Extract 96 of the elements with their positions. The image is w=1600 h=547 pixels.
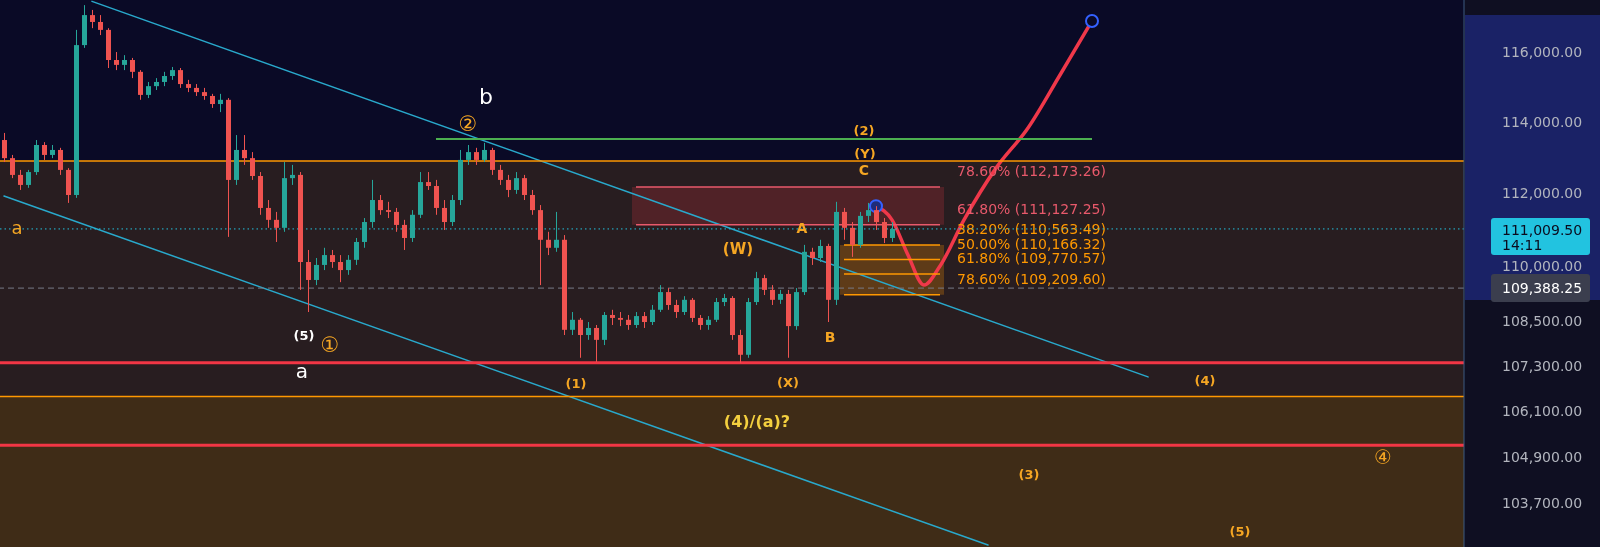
- candlestick: [218, 93, 223, 113]
- annotation: b: [479, 83, 493, 109]
- ref-line-label: 50.00% (110,166.32): [957, 235, 1106, 252]
- candlestick: [546, 231, 551, 256]
- candlestick: [882, 217, 887, 244]
- candlestick: [658, 284, 663, 313]
- candlestick: [306, 249, 311, 313]
- candlestick: [762, 274, 767, 296]
- candlestick: [402, 219, 407, 251]
- candlestick: [770, 284, 775, 306]
- annotation: ①: [320, 333, 340, 357]
- annotation: (2): [853, 122, 875, 138]
- candlestick: [554, 211, 559, 253]
- candlestick: [98, 14, 103, 36]
- candlestick: [578, 317, 583, 359]
- candlestick: [866, 202, 871, 223]
- candlestick: [2, 132, 7, 163]
- candlestick: [250, 151, 255, 181]
- candlestick: [410, 209, 415, 243]
- annotation: (W): [722, 240, 754, 258]
- candlestick: [362, 217, 367, 249]
- y-tick-label: 106,100.00: [1502, 402, 1583, 419]
- candlestick: [266, 199, 271, 229]
- candlestick: [466, 144, 471, 166]
- candlestick: [314, 257, 319, 286]
- candlestick: [58, 147, 63, 176]
- candlestick: [138, 69, 143, 101]
- candlestick: [714, 297, 719, 323]
- y-tick-label: 107,300.00: [1502, 357, 1583, 374]
- annotation: (4): [1194, 372, 1216, 388]
- ref-line-label: 109,388.25: [1502, 280, 1583, 297]
- candlestick: [666, 287, 671, 311]
- candlestick: [130, 57, 135, 79]
- candlestick: [114, 51, 119, 71]
- candlestick: [874, 205, 879, 231]
- candlestick: [490, 147, 495, 176]
- y-tick-label: 112,000.00: [1502, 185, 1583, 202]
- candlestick: [290, 164, 295, 186]
- y-tick-label: 104,900.00: [1502, 448, 1583, 465]
- y-tick-label: 114,000.00: [1502, 113, 1583, 130]
- candlestick: [498, 164, 503, 186]
- ref-line-label: 78.60% (109,209.60): [957, 270, 1106, 287]
- y-tick-label: 103,700.00: [1502, 494, 1583, 511]
- annotation: A: [796, 220, 808, 236]
- candlestick: [90, 9, 95, 29]
- candlestick: [18, 169, 23, 191]
- y-tick-label: 116,000.00: [1502, 44, 1583, 60]
- annotation: ④: [1374, 445, 1392, 469]
- candlestick: [346, 254, 351, 276]
- candlestick: [522, 174, 527, 201]
- candlestick: [242, 134, 247, 166]
- candlestick: [10, 154, 15, 179]
- candlestick: [450, 194, 455, 227]
- candlestick: [754, 271, 759, 306]
- annotation: (4)/(a)?: [723, 411, 791, 431]
- text: 14:11: [1502, 237, 1543, 253]
- candlestick: [850, 221, 855, 258]
- ref-line-label: 111,009.50: [1502, 221, 1583, 238]
- candlestick: [482, 142, 487, 163]
- y-tick-label: 108,500.00: [1502, 312, 1583, 329]
- candlestick: [514, 171, 519, 195]
- candlestick: [890, 221, 895, 243]
- candlestick: [394, 207, 399, 233]
- candlestick: [506, 174, 511, 198]
- annotation: (Y): [854, 145, 876, 161]
- candlestick: [682, 295, 687, 316]
- candlestick: [674, 299, 679, 319]
- annotation: (X): [777, 374, 799, 390]
- candlestick: [650, 304, 655, 326]
- annotation: (5): [1229, 523, 1251, 539]
- annotation: (5): [293, 327, 315, 343]
- annotation: (3): [1018, 466, 1040, 482]
- candlestick: [842, 207, 847, 241]
- annotation: C: [858, 162, 870, 178]
- candlestick: [378, 194, 383, 216]
- candlestick: [818, 239, 823, 263]
- candlestick: [690, 297, 695, 323]
- annotation: a: [11, 216, 23, 238]
- candlestick: [338, 254, 343, 283]
- annotation: ②: [458, 112, 478, 136]
- candlestick: [738, 329, 743, 364]
- candlestick: [594, 324, 599, 363]
- candlestick: [370, 179, 375, 229]
- candlestick: [178, 67, 183, 89]
- candlestick: [442, 199, 447, 231]
- candlestick: [434, 179, 439, 216]
- candlestick: [570, 311, 575, 336]
- annotation: (1): [565, 375, 587, 391]
- ref-line-label: 61.80% (109,770.57): [957, 250, 1106, 267]
- candlestick: [530, 189, 535, 216]
- candlestick: [354, 237, 359, 266]
- annotation: B: [824, 329, 836, 345]
- y-tick-label: 110,000.00: [1502, 257, 1583, 274]
- candlestick: [322, 247, 327, 271]
- annotation: a: [295, 359, 309, 383]
- candlestick: [274, 211, 279, 243]
